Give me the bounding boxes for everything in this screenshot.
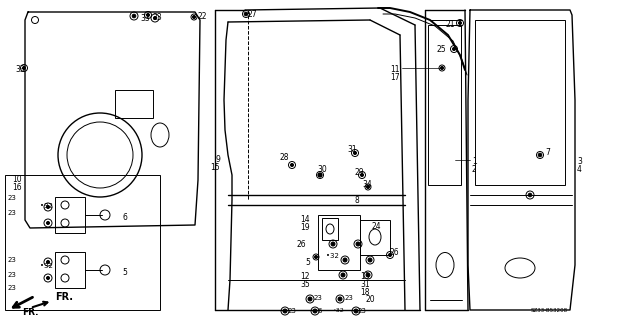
Text: 16: 16	[12, 183, 22, 192]
Text: 23: 23	[8, 210, 17, 216]
Circle shape	[459, 21, 462, 25]
Text: 31: 31	[347, 145, 356, 154]
Text: 25: 25	[436, 45, 446, 54]
Circle shape	[313, 309, 317, 313]
Text: 17: 17	[391, 73, 400, 82]
Circle shape	[315, 255, 318, 259]
Circle shape	[389, 253, 391, 257]
Circle shape	[47, 276, 49, 279]
Bar	[115, 90, 153, 118]
Text: 30: 30	[317, 165, 326, 174]
Text: 8: 8	[355, 196, 359, 205]
Circle shape	[146, 13, 150, 17]
Text: 3: 3	[577, 157, 582, 166]
Bar	[5, 175, 160, 310]
Circle shape	[47, 260, 49, 263]
Text: 29: 29	[355, 168, 364, 177]
Text: 5: 5	[122, 268, 127, 277]
Text: 18: 18	[360, 288, 369, 297]
Bar	[55, 197, 85, 233]
Text: 19: 19	[300, 223, 310, 232]
Bar	[475, 20, 565, 185]
Text: FR.: FR.	[32, 292, 73, 307]
Circle shape	[47, 205, 49, 209]
Text: 22: 22	[198, 12, 207, 21]
Text: 2: 2	[472, 165, 477, 174]
Text: FR.: FR.	[22, 308, 39, 317]
Text: 26: 26	[390, 248, 399, 257]
Text: 6: 6	[318, 308, 323, 314]
Text: 9: 9	[215, 155, 220, 164]
Text: 4: 4	[577, 165, 582, 174]
Text: •32: •32	[326, 253, 339, 259]
Text: 6: 6	[122, 213, 127, 222]
Circle shape	[354, 309, 358, 313]
Circle shape	[22, 67, 26, 69]
Circle shape	[47, 221, 49, 225]
Circle shape	[343, 258, 347, 262]
Text: SZ33-B53208: SZ33-B53208	[531, 308, 568, 313]
Text: •32: •32	[40, 203, 53, 209]
Text: 14: 14	[300, 215, 310, 224]
Bar	[318, 215, 360, 270]
Text: 5: 5	[305, 258, 310, 267]
Text: •32: •32	[332, 308, 344, 313]
Text: 28: 28	[280, 153, 290, 162]
Circle shape	[153, 17, 156, 20]
Text: 20: 20	[365, 295, 375, 304]
Circle shape	[341, 273, 345, 277]
Bar	[55, 252, 85, 288]
Text: 1: 1	[472, 157, 477, 166]
Text: 31: 31	[360, 280, 369, 289]
Text: 21: 21	[445, 20, 455, 29]
Circle shape	[353, 151, 356, 155]
Text: 23: 23	[288, 308, 297, 314]
Circle shape	[290, 164, 293, 166]
Circle shape	[366, 186, 369, 188]
Circle shape	[318, 173, 322, 177]
Bar	[428, 25, 461, 185]
Text: 35: 35	[300, 280, 310, 289]
Text: 12: 12	[300, 272, 310, 281]
Text: 23: 23	[8, 257, 17, 263]
Circle shape	[193, 15, 196, 19]
Text: 7: 7	[545, 148, 550, 157]
Text: 33: 33	[152, 13, 162, 22]
Text: 13: 13	[360, 272, 369, 281]
Text: 11: 11	[391, 65, 400, 74]
Circle shape	[132, 14, 136, 18]
Bar	[360, 220, 390, 255]
Text: 24: 24	[372, 222, 382, 231]
Circle shape	[366, 273, 370, 277]
Circle shape	[331, 242, 335, 246]
Circle shape	[538, 153, 542, 157]
Text: 15: 15	[211, 163, 220, 172]
Text: 26: 26	[297, 240, 306, 249]
Circle shape	[338, 297, 342, 301]
Text: 23: 23	[8, 195, 17, 201]
Circle shape	[452, 47, 455, 51]
Text: •32: •32	[40, 263, 53, 269]
Bar	[322, 218, 338, 240]
Text: 23: 23	[358, 308, 367, 314]
Text: 23: 23	[8, 285, 17, 291]
Text: 34: 34	[362, 180, 372, 189]
Text: 33: 33	[15, 65, 25, 74]
Circle shape	[318, 173, 322, 177]
Text: 23: 23	[314, 295, 323, 301]
Circle shape	[440, 67, 444, 69]
Text: 27: 27	[248, 10, 258, 19]
Circle shape	[308, 297, 312, 301]
Circle shape	[528, 193, 532, 197]
Circle shape	[283, 309, 287, 313]
Text: 23: 23	[345, 295, 354, 301]
Circle shape	[356, 242, 360, 246]
Text: 23: 23	[8, 272, 17, 278]
Circle shape	[368, 258, 372, 262]
Circle shape	[244, 12, 248, 16]
Text: 10: 10	[12, 175, 22, 184]
Circle shape	[361, 173, 363, 177]
Text: 33: 33	[140, 14, 150, 23]
